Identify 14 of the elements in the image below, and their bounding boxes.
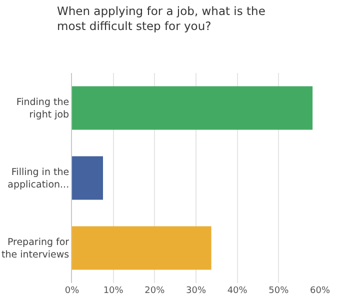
bar [72,156,103,200]
y-tick-label: Finding the right job [16,97,70,120]
y-tick-label: Filling in the application... [8,167,70,190]
bar [72,226,212,270]
chart-title: When applying for a job, what is the most difficult step for you? [57,4,266,33]
x-tick-label: 50% [268,286,290,296]
x-tick-label: 60% [310,286,330,296]
bar [72,86,313,130]
x-tick-label: 30% [186,286,206,296]
x-tick-label: 40% [227,286,248,296]
x-tick-label: 0% [64,286,80,296]
x-tick-label: 20% [144,286,166,296]
x-tick-label: 10% [103,286,124,296]
y-tick-label: Preparing for the interviews [2,237,70,260]
